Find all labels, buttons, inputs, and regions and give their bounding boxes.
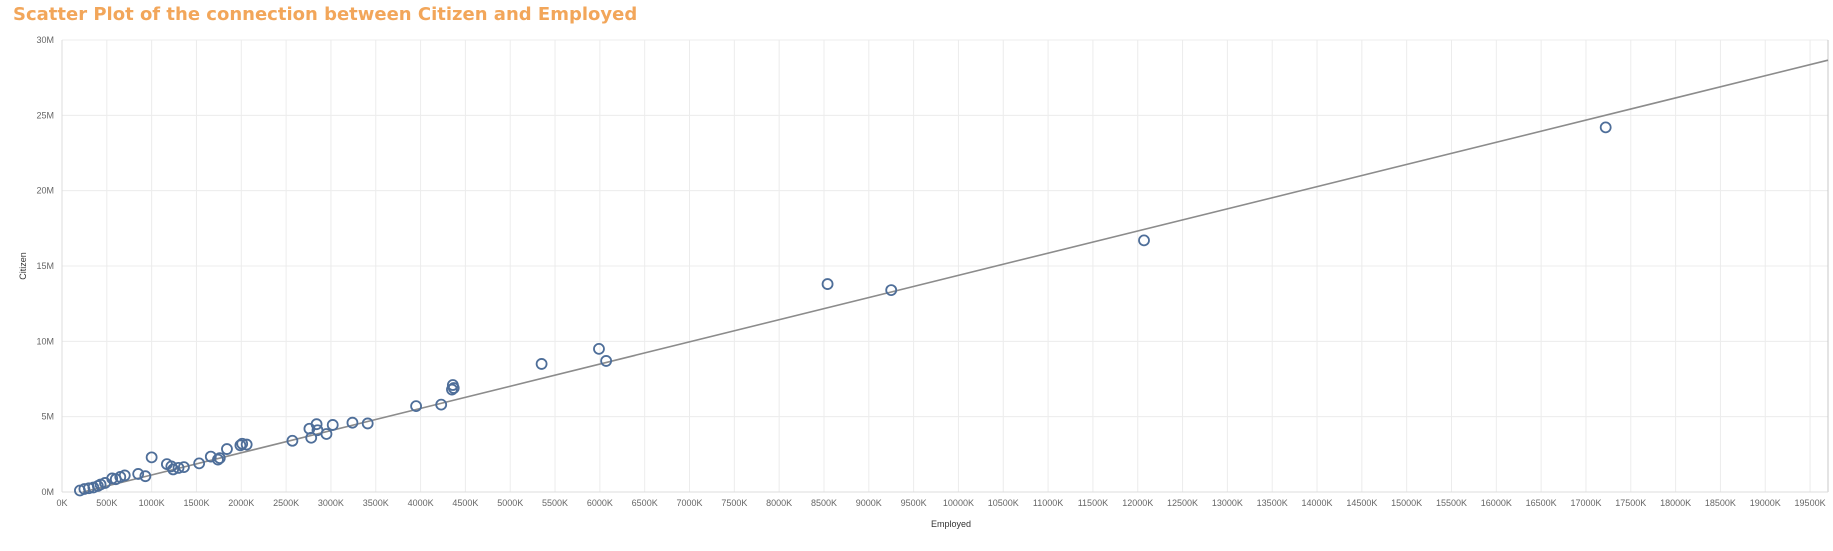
data-point[interactable] (286, 434, 299, 447)
x-tick-label: 1500K (183, 498, 209, 508)
data-point[interactable] (346, 416, 359, 429)
data-point[interactable] (139, 470, 152, 483)
x-tick-label: 1000K (139, 498, 165, 508)
x-tick-label: 15500K (1436, 498, 1467, 508)
data-point[interactable] (326, 419, 339, 431)
y-tick-label: 25M (36, 110, 54, 120)
y-tick-label: 20M (36, 186, 54, 196)
x-tick-label: 4000K (408, 498, 434, 508)
x-tick-label: 500K (96, 498, 117, 508)
x-tick-label: 11500K (1078, 498, 1108, 508)
y-tick-label: 30M (36, 35, 54, 45)
data-point[interactable] (447, 382, 460, 394)
data-point[interactable] (885, 284, 898, 297)
x-tick-label: 17000K (1570, 498, 1601, 508)
data-point[interactable] (600, 355, 613, 367)
x-tick-label: 2500K (273, 498, 299, 508)
x-tick-label: 9000K (856, 498, 882, 508)
x-tick-label: 6500K (632, 498, 658, 508)
y-axis-title: Citizen (18, 252, 28, 280)
data-point[interactable] (435, 398, 448, 411)
x-tick-label: 15000K (1391, 498, 1422, 508)
data-point[interactable] (212, 453, 224, 466)
x-tick-label: 16000K (1481, 498, 1512, 508)
y-tick-label: 0M (41, 487, 54, 497)
x-tick-label: 16500K (1526, 498, 1557, 508)
x-axis-title: Employed (931, 519, 971, 529)
data-point[interactable] (221, 443, 233, 455)
x-axis-ticks: 0K 500K 1000K 1500K 2000K 2500K 3000K 3500K 4000… (56, 498, 1825, 508)
x-tick-label: 5000K (497, 498, 523, 508)
x-tick-label: 10500K (988, 498, 1019, 508)
data-point[interactable] (410, 400, 422, 413)
x-tick-label: 19000K (1750, 498, 1781, 508)
data-point[interactable] (178, 461, 190, 474)
trend-line-group (82, 59, 1829, 493)
grid-lines (61, 39, 1829, 493)
data-point[interactable] (234, 439, 247, 452)
data-point[interactable] (118, 469, 131, 482)
y-tick-label: 5M (41, 412, 54, 422)
data-point[interactable] (535, 358, 548, 370)
x-tick-label: 4500K (452, 498, 478, 508)
x-tick-label: 3500K (363, 498, 389, 508)
y-tick-label: 15M (36, 261, 54, 271)
x-tick-label: 3000K (318, 498, 344, 508)
data-point[interactable] (1599, 121, 1612, 134)
x-tick-label: 14500K (1346, 498, 1377, 508)
x-tick-label: 14000K (1302, 498, 1333, 508)
data-point[interactable] (167, 463, 180, 476)
x-tick-label: 18000K (1660, 498, 1691, 508)
x-tick-label: 2000K (228, 498, 254, 508)
data-point[interactable] (593, 342, 605, 355)
x-tick-label: 12500K (1167, 498, 1198, 508)
x-tick-label: 13500K (1257, 498, 1288, 508)
x-tick-label: 18500K (1705, 498, 1736, 508)
trend-line (82, 59, 1829, 493)
data-point[interactable] (240, 438, 253, 451)
data-point[interactable] (446, 383, 458, 396)
chart-title: Scatter Plot of the connection between C… (13, 4, 638, 25)
x-tick-label: 19500K (1795, 498, 1826, 508)
x-tick-label: 10000K (943, 498, 974, 508)
x-tick-label: 9500K (901, 498, 927, 508)
data-point[interactable] (310, 418, 323, 431)
data-point[interactable] (320, 428, 333, 440)
x-tick-label: 17500K (1615, 498, 1646, 508)
data-point[interactable] (172, 461, 185, 474)
data-point[interactable] (132, 468, 145, 480)
data-point[interactable] (305, 431, 318, 444)
x-tick-label: 8000K (766, 498, 792, 508)
data-point[interactable] (145, 451, 158, 464)
y-tick-label: 10M (36, 336, 54, 346)
data-point[interactable] (236, 437, 249, 450)
data-point[interactable] (361, 417, 374, 430)
x-tick-label: 8500K (811, 498, 837, 508)
data-point[interactable] (193, 457, 206, 470)
x-tick-label: 12000K (1122, 498, 1153, 508)
data-point[interactable] (821, 278, 834, 290)
x-tick-label: 7000K (676, 498, 702, 508)
data-point[interactable] (1138, 234, 1150, 247)
x-tick-label: 7500K (721, 498, 747, 508)
x-tick-label: 5500K (542, 498, 568, 508)
data-points (74, 121, 1612, 497)
x-tick-label: 0K (56, 498, 67, 508)
data-point[interactable] (213, 452, 226, 465)
x-tick-label: 11000K (1033, 498, 1063, 508)
x-tick-label: 6000K (587, 498, 613, 508)
x-tick-label: 13000K (1212, 498, 1243, 508)
y-axis-ticks: 0M 5M 10M 15M 20M 25M 30M (36, 35, 54, 497)
